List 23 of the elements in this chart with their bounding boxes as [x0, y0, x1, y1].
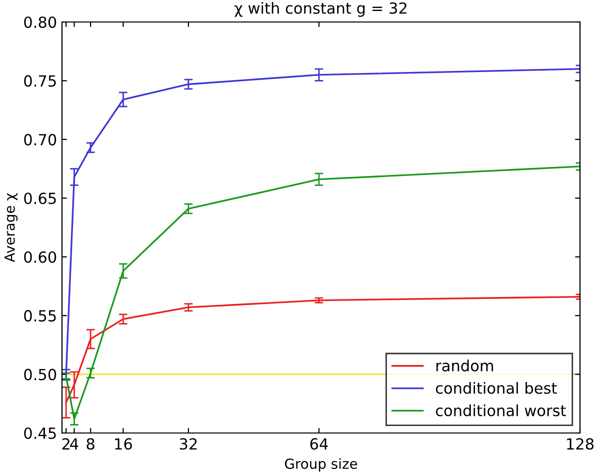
y-tick-label: 0.80 — [24, 16, 56, 28]
y-tick-label: 0.70 — [24, 134, 56, 146]
y-tick-label: 0.50 — [24, 368, 56, 380]
x-tick-label: 2 — [62, 438, 70, 450]
x-axis-title: Group size — [284, 458, 358, 472]
y-tick-label: 0.65 — [24, 192, 56, 204]
legend-label: conditional best — [436, 382, 557, 394]
x-tick-label: 32 — [180, 438, 197, 450]
legend-label: conditional worst — [436, 404, 566, 416]
y-tick-label: 0.55 — [24, 310, 56, 322]
x-tick-label: 128 — [567, 438, 594, 450]
y-tick-label: 0.60 — [24, 251, 56, 263]
x-tick-label: 16 — [115, 438, 132, 450]
y-tick-label: 0.75 — [24, 75, 56, 87]
x-tick-label: 8 — [86, 438, 94, 450]
legend-label: random — [436, 360, 494, 372]
y-axis-title: Average χ — [4, 193, 18, 262]
x-tick-label: 4 — [70, 438, 78, 450]
line-series — [65, 166, 580, 420]
x-tick-label: 64 — [310, 438, 328, 450]
chart-title: χ with constant g = 32 — [234, 2, 406, 17]
y-tick-label: 0.45 — [24, 427, 56, 440]
line-series — [65, 68, 580, 376]
